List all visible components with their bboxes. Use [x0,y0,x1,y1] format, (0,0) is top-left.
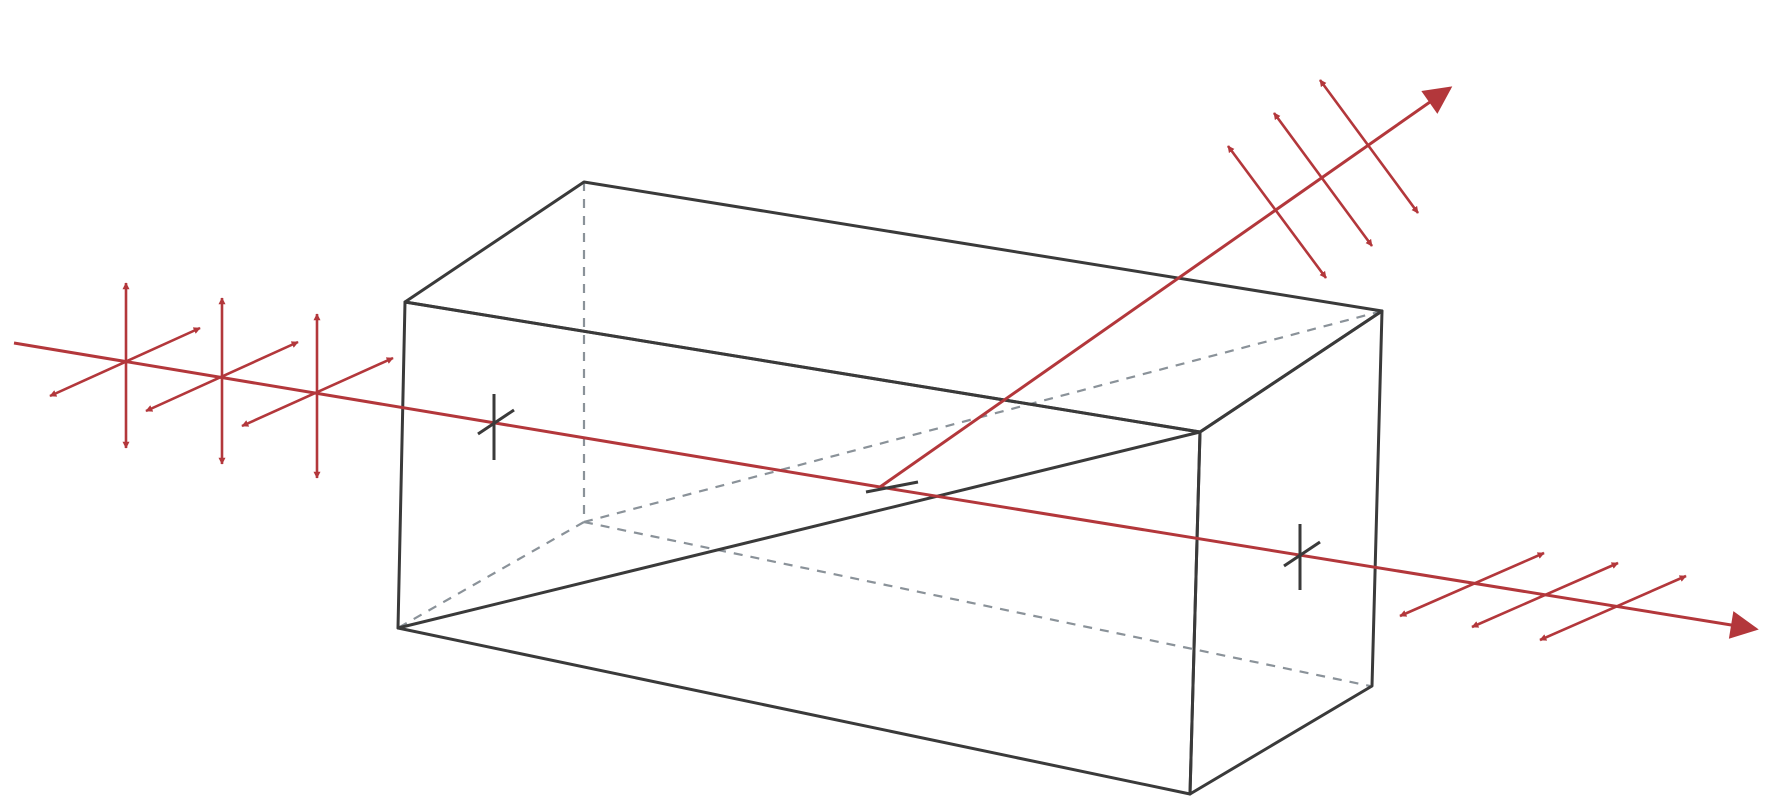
hypotenuse-diagonal-edge [396,430,1202,630]
transmitted-polarization-1 [1399,551,1545,618]
prism-cube [396,180,1384,796]
hidden-edge-bottom-left [397,521,585,629]
prism-hidden-edges [397,182,1383,688]
exit-face-tick-slant [1283,540,1321,568]
incident-horizontal-polarization-1 [49,326,201,398]
transmitted-polarization-arrows [1399,551,1687,642]
incident-polarization-arrows [49,282,394,479]
transmitted-beam [879,485,1759,639]
incident-horizontal-polarization-3 [241,356,394,428]
reflected-polarization-arrows [1226,79,1420,279]
incident-horizontal-polarization-2 [145,340,299,413]
incident-beam [13,341,881,489]
prism-top-face [403,180,1384,434]
reflected-polarization-3 [1318,79,1420,214]
beams [13,86,1759,639]
transmitted-polarization-2 [1471,561,1619,629]
prism-front-face [396,300,1202,796]
hidden-edge-bottom-back [583,520,1371,688]
entry-face-tick-slant [477,408,515,436]
transmitted-polarization-3 [1539,574,1687,642]
prism-right-face [1188,309,1384,796]
surface-tick-marks [477,394,1321,590]
hypotenuse-tick [865,480,919,494]
